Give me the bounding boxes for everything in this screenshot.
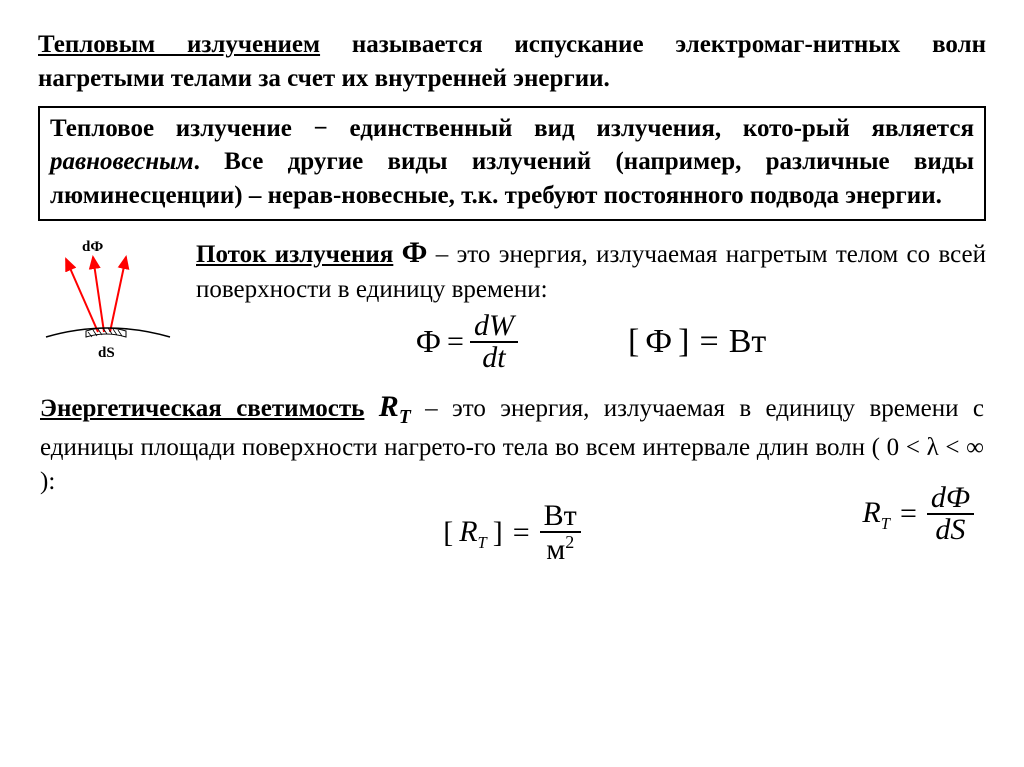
flux-definition: Поток излучения Ф – это энергия, излучае… — [196, 233, 986, 307]
rt-unit-sym: RT — [459, 512, 487, 554]
lum-unit-num: Вт — [540, 501, 581, 533]
flux-text: Поток излучения Ф – это энергия, излучае… — [196, 233, 986, 383]
rt-fraction: dФ dS — [927, 483, 974, 545]
luminosity-formula: RT = dФ dS — [862, 483, 974, 545]
flux-unit: [Ф] = Вт — [628, 319, 766, 365]
lum-unit-den: м2 — [542, 533, 578, 565]
emission-diagram: dФ dS — [38, 233, 178, 383]
flux-row: dФ dS Поток излучения Ф – это э — [38, 233, 986, 383]
luminosity-paragraph: Энергетическая светимость RT – это энерг… — [38, 387, 986, 565]
luminosity-unit-frac: Вт м2 — [540, 501, 581, 565]
rt-num: dФ — [927, 483, 974, 515]
luminosity-symbol: RT — [379, 390, 411, 423]
flux-equations: Ф = dW dt [Ф] = Вт — [196, 311, 986, 373]
flux-formula: Ф = dW dt — [416, 311, 518, 373]
flux-eq-num: dW — [470, 311, 518, 343]
rt-lhs: RT — [862, 493, 890, 535]
equilibrium-box: Тепловое излучение − единственный вид из… — [38, 106, 986, 221]
luminosity-label: Энергетическая светимость — [40, 395, 364, 422]
flux-unit-rhs: Вт — [729, 319, 767, 365]
flux-eq-lhs: Ф — [416, 320, 441, 363]
box-pre: Тепловое излучение − единственный вид из… — [50, 115, 974, 142]
luminosity-unit: [RT] = Вт м2 — [443, 501, 581, 565]
flux-label: Поток излучения — [196, 241, 393, 268]
rt-den: dS — [931, 515, 969, 545]
diagram-svg: dФ dS — [38, 237, 178, 367]
box-emph: равновесным — [50, 148, 194, 175]
flux-fraction: dW dt — [470, 311, 518, 373]
diagram-top-label: dФ — [82, 239, 103, 255]
diagram-bottom-label: dS — [98, 345, 115, 361]
luminosity-definition: Энергетическая светимость RT – это энерг… — [40, 387, 984, 499]
term-thermal-radiation: Тепловым излучением — [38, 31, 320, 58]
flux-eq-den: dt — [478, 343, 509, 373]
flux-unit-lhs: Ф — [645, 319, 672, 365]
definition-paragraph: Тепловым излучением называется испускани… — [38, 28, 986, 96]
flux-symbol: Ф — [402, 236, 428, 269]
hatched-patch — [86, 328, 126, 337]
luminosity-equations: [RT] = Вт м2 RT = dФ dS — [40, 501, 984, 565]
